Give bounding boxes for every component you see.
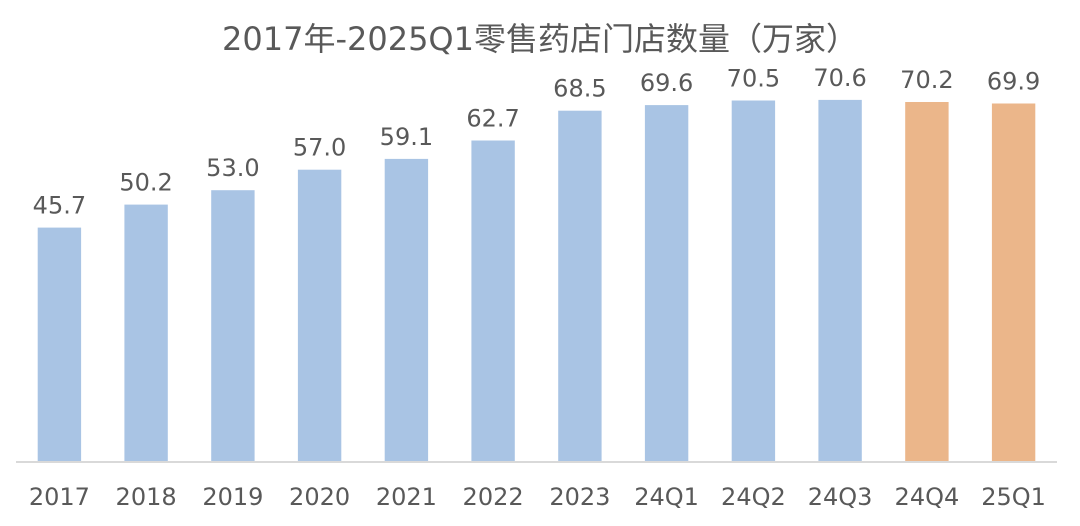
x-tick-label-24Q3: 24Q3 [808, 483, 873, 511]
x-tick-label-24Q1: 24Q1 [634, 483, 699, 511]
x-tick-label-25Q1: 25Q1 [981, 483, 1046, 511]
x-tick-label-2019: 2019 [202, 483, 263, 511]
x-tick-label-2022: 2022 [463, 483, 524, 511]
bar-2020 [297, 169, 342, 462]
x-tick-label-2017: 2017 [29, 483, 90, 511]
x-tick-label-2023: 2023 [549, 483, 610, 511]
chart-title: 2017年-2025Q1零售药店门店数量（万家） [222, 20, 858, 58]
value-labels-group: 45.7 50.2 53.0 57.0 59.1 62.7 68.5 69.6 70.5 70.6… [33, 64, 1041, 220]
value-label-2021: 59.1 [380, 123, 433, 151]
value-label-24Q2: 70.5 [727, 65, 780, 93]
bar-2017 [37, 227, 82, 462]
bar-24Q4 [905, 102, 949, 462]
x-tick-label-2018: 2018 [116, 483, 177, 511]
bar-24Q2 [731, 100, 776, 462]
bars-group [37, 99, 1036, 463]
value-label-25Q1: 69.9 [987, 68, 1040, 96]
value-label-2018: 50.2 [119, 169, 172, 197]
value-label-2023: 68.5 [553, 75, 606, 103]
bar-2023 [558, 110, 602, 462]
value-label-24Q3: 70.6 [813, 64, 866, 92]
x-tick-label-24Q2: 24Q2 [721, 483, 786, 511]
bar-2019 [211, 190, 255, 462]
x-tick-label-2021: 2021 [376, 483, 437, 511]
value-label-2022: 62.7 [466, 105, 519, 133]
x-tick-label-24Q4: 24Q4 [895, 483, 960, 511]
bar-25Q1 [991, 103, 1036, 462]
bar-2018 [124, 204, 168, 462]
bar-2022 [471, 140, 515, 462]
x-tick-label-2020: 2020 [289, 483, 350, 511]
value-label-24Q4: 70.2 [900, 66, 953, 94]
value-label-2017: 45.7 [33, 192, 86, 220]
value-label-2019: 53.0 [206, 154, 259, 182]
bar-24Q1 [644, 105, 689, 462]
bar-2021 [384, 158, 429, 462]
x-tick-labels-group: 2017 2018 2019 2020 2021 2022 2023 24Q1 24Q2 24Q3… [29, 483, 1046, 511]
value-label-2020: 57.0 [293, 134, 346, 162]
value-label-24Q1: 69.6 [640, 69, 693, 97]
bar-24Q3 [818, 99, 862, 463]
